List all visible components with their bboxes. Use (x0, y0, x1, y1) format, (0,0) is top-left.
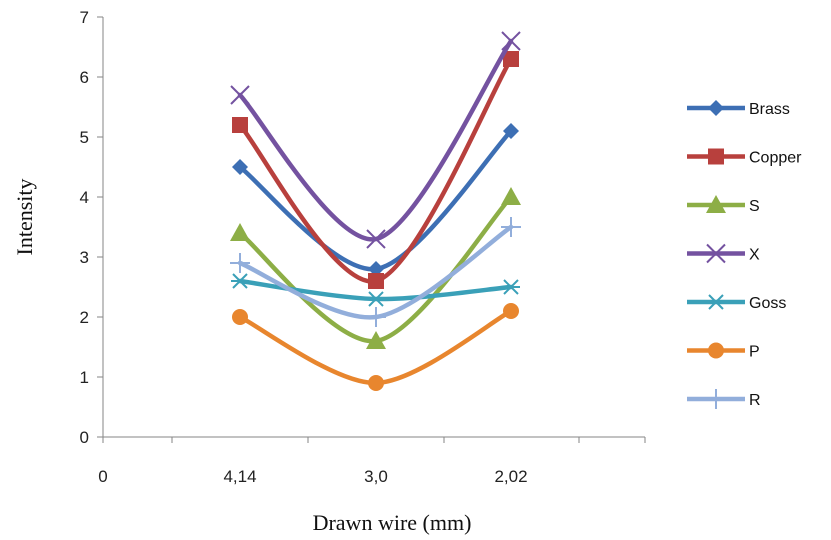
data-point-copper (232, 117, 248, 133)
legend-label-goss: Goss (749, 295, 786, 312)
data-point-p (503, 303, 519, 319)
data-point-r (230, 253, 250, 273)
y-tick-label: 1 (80, 368, 89, 387)
series-s (230, 187, 521, 349)
data-point-brass (503, 123, 519, 139)
data-point-goss (231, 273, 249, 289)
axes: 0 1 2 3 4 5 6 7 0 4,14 3,0 2,02 (80, 8, 646, 486)
legend-marker-p (708, 342, 724, 359)
data-point-copper (368, 273, 384, 289)
x-tick-label: 4,14 (223, 467, 256, 486)
data-point-r (366, 307, 386, 327)
data-point-x (366, 229, 386, 249)
y-tick-label: 3 (80, 248, 89, 267)
x-axis-title: Drawn wire (mm) (313, 510, 472, 535)
series-goss (231, 273, 520, 307)
legend-label-x: X (749, 247, 760, 264)
series-p (232, 303, 519, 391)
legend-marker-s (706, 195, 726, 213)
legend-marker-r (706, 389, 726, 409)
data-point-brass (232, 159, 248, 175)
legend-label-s: S (749, 198, 760, 215)
data-point-s (501, 187, 521, 205)
y-tick-label: 4 (80, 188, 89, 207)
series-x (230, 31, 521, 249)
series-copper (232, 51, 519, 289)
y-tick-label: 5 (80, 128, 89, 147)
data-point-r (501, 217, 521, 237)
x-tick-label: 2,02 (494, 467, 527, 486)
legend-label-p: P (749, 344, 760, 361)
legend-item-r: R (687, 389, 761, 409)
y-axis-title: Intensity (12, 179, 37, 256)
data-point-x (230, 85, 250, 105)
legend: Brass Copper S X Goss P R (687, 100, 802, 409)
y-tick-label: 6 (80, 68, 89, 87)
y-tick-label: 2 (80, 308, 89, 327)
x-tick-label: 0 (98, 467, 107, 486)
data-point-copper (503, 51, 519, 67)
y-tick-label: 7 (80, 8, 89, 27)
data-point-goss (502, 279, 520, 295)
legend-item-s: S (687, 195, 760, 215)
legend-label-copper: Copper (749, 150, 802, 167)
legend-marker-brass (708, 100, 724, 116)
legend-item-brass: Brass (687, 100, 790, 118)
x-tick-label: 3,0 (364, 467, 388, 486)
legend-marker-x (706, 243, 726, 264)
legend-label-r: R (749, 392, 761, 409)
legend-item-x: X (687, 243, 760, 264)
data-point-x (501, 31, 521, 51)
legend-marker-copper (708, 148, 724, 165)
legend-marker-goss (707, 294, 725, 310)
series-r (230, 217, 521, 327)
legend-item-goss: Goss (687, 294, 786, 312)
data-point-s (230, 223, 250, 241)
legend-item-copper: Copper (687, 148, 802, 167)
data-point-goss (367, 291, 385, 307)
data-point-p (232, 309, 248, 325)
legend-label-brass: Brass (749, 101, 790, 118)
legend-item-p: P (687, 342, 760, 361)
data-point-p (368, 375, 384, 391)
y-tick-label: 0 (80, 428, 89, 447)
series-layer (230, 31, 521, 391)
data-point-s (366, 331, 386, 349)
